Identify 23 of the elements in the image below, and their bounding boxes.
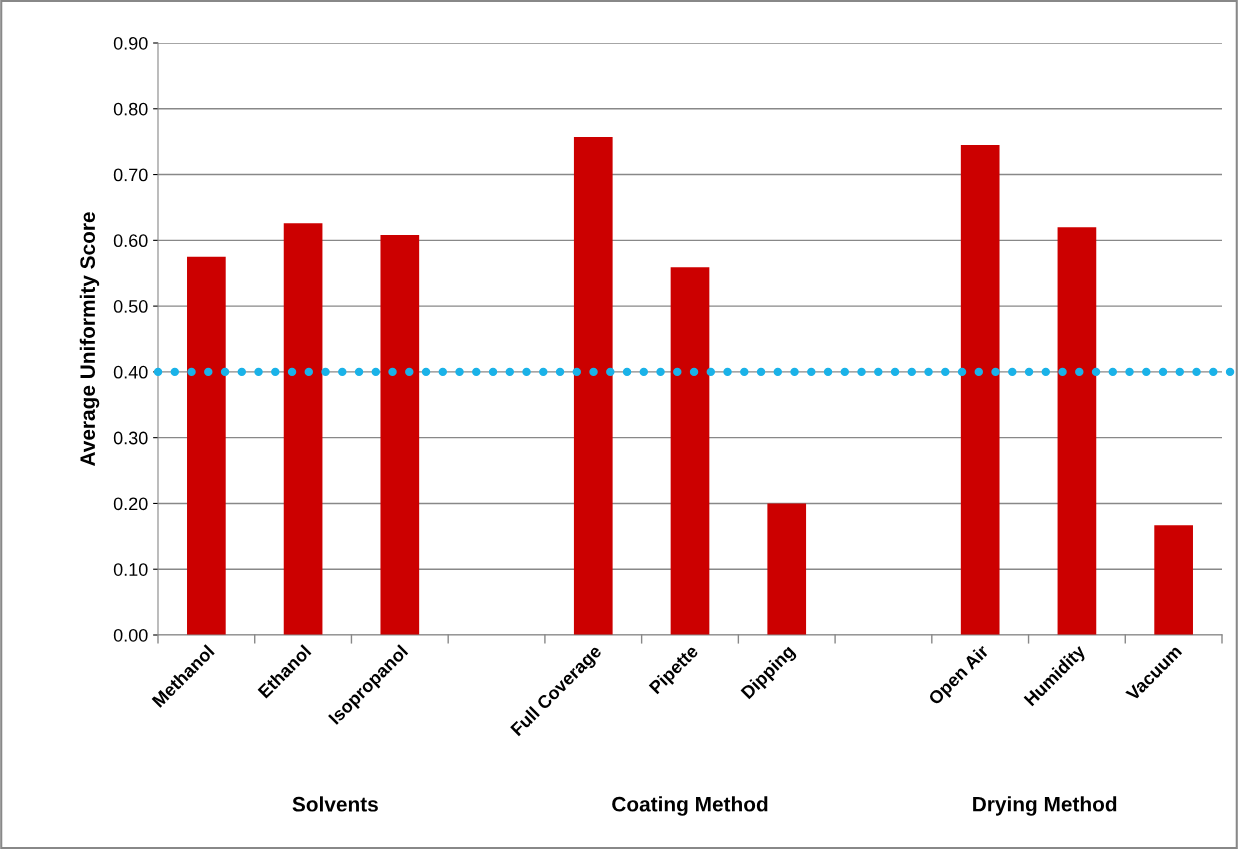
bar [380,235,420,635]
bar [960,144,1000,635]
y-tick-label: 0.50 [113,300,148,313]
y-tick-label: 0.70 [113,168,148,182]
y-tick-label: 0.40 [113,365,148,379]
y-tick-label: 0.30 [113,431,148,445]
text: Solvents [292,796,378,812]
bar [670,267,710,635]
bar [187,256,226,635]
text: Coating Method [612,796,768,816]
y-tick-label: 0.20 [113,497,148,511]
bar [1154,525,1193,635]
y-tick-label: 0.60 [113,234,148,248]
bar [283,223,323,635]
bar [1057,227,1097,635]
bar [767,503,807,635]
bar [573,137,613,635]
text: Drying Method [973,796,1117,816]
y-tick-label: 0.90 [113,36,148,50]
y-tick-label: 0.10 [113,563,148,576]
y-tick-label: 0.00 [113,628,148,642]
y-tick-label: 0.80 [113,102,148,116]
y-axis-title: Average Uniformity Score [79,212,100,467]
